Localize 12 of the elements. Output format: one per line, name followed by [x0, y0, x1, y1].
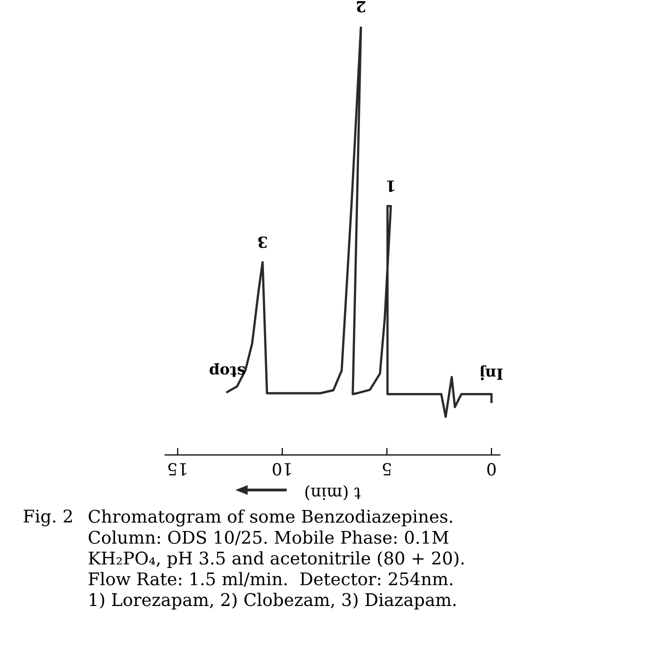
x-tick-label: 0 [487, 463, 496, 476]
annotation: stop [210, 363, 245, 377]
caption: Fig. 2 [24, 510, 72, 526]
annotation: 3 [258, 236, 267, 248]
text: Chromatogram of some Benzodiazepines. Column: ODS 10/25. Mobile Phase: 0.1M KH₂PO₄, pH 3.5 and acetonitrile (80 + 20). Flow Rate: 1.5 ml/min. Detector: 254nm. 1) Lorezapam, 2) Clobezam, 3) Diazapam. [88, 509, 464, 610]
x-tick-label: 10 [272, 463, 291, 476]
annotation: 1 [387, 180, 394, 192]
annotation: 2 [356, 1, 366, 12]
x-tick-label: 5 [382, 463, 391, 476]
x-axis-title: t (min) [305, 485, 360, 500]
x-tick-label: 15 [168, 463, 186, 476]
annotation: Inj [480, 365, 503, 380]
